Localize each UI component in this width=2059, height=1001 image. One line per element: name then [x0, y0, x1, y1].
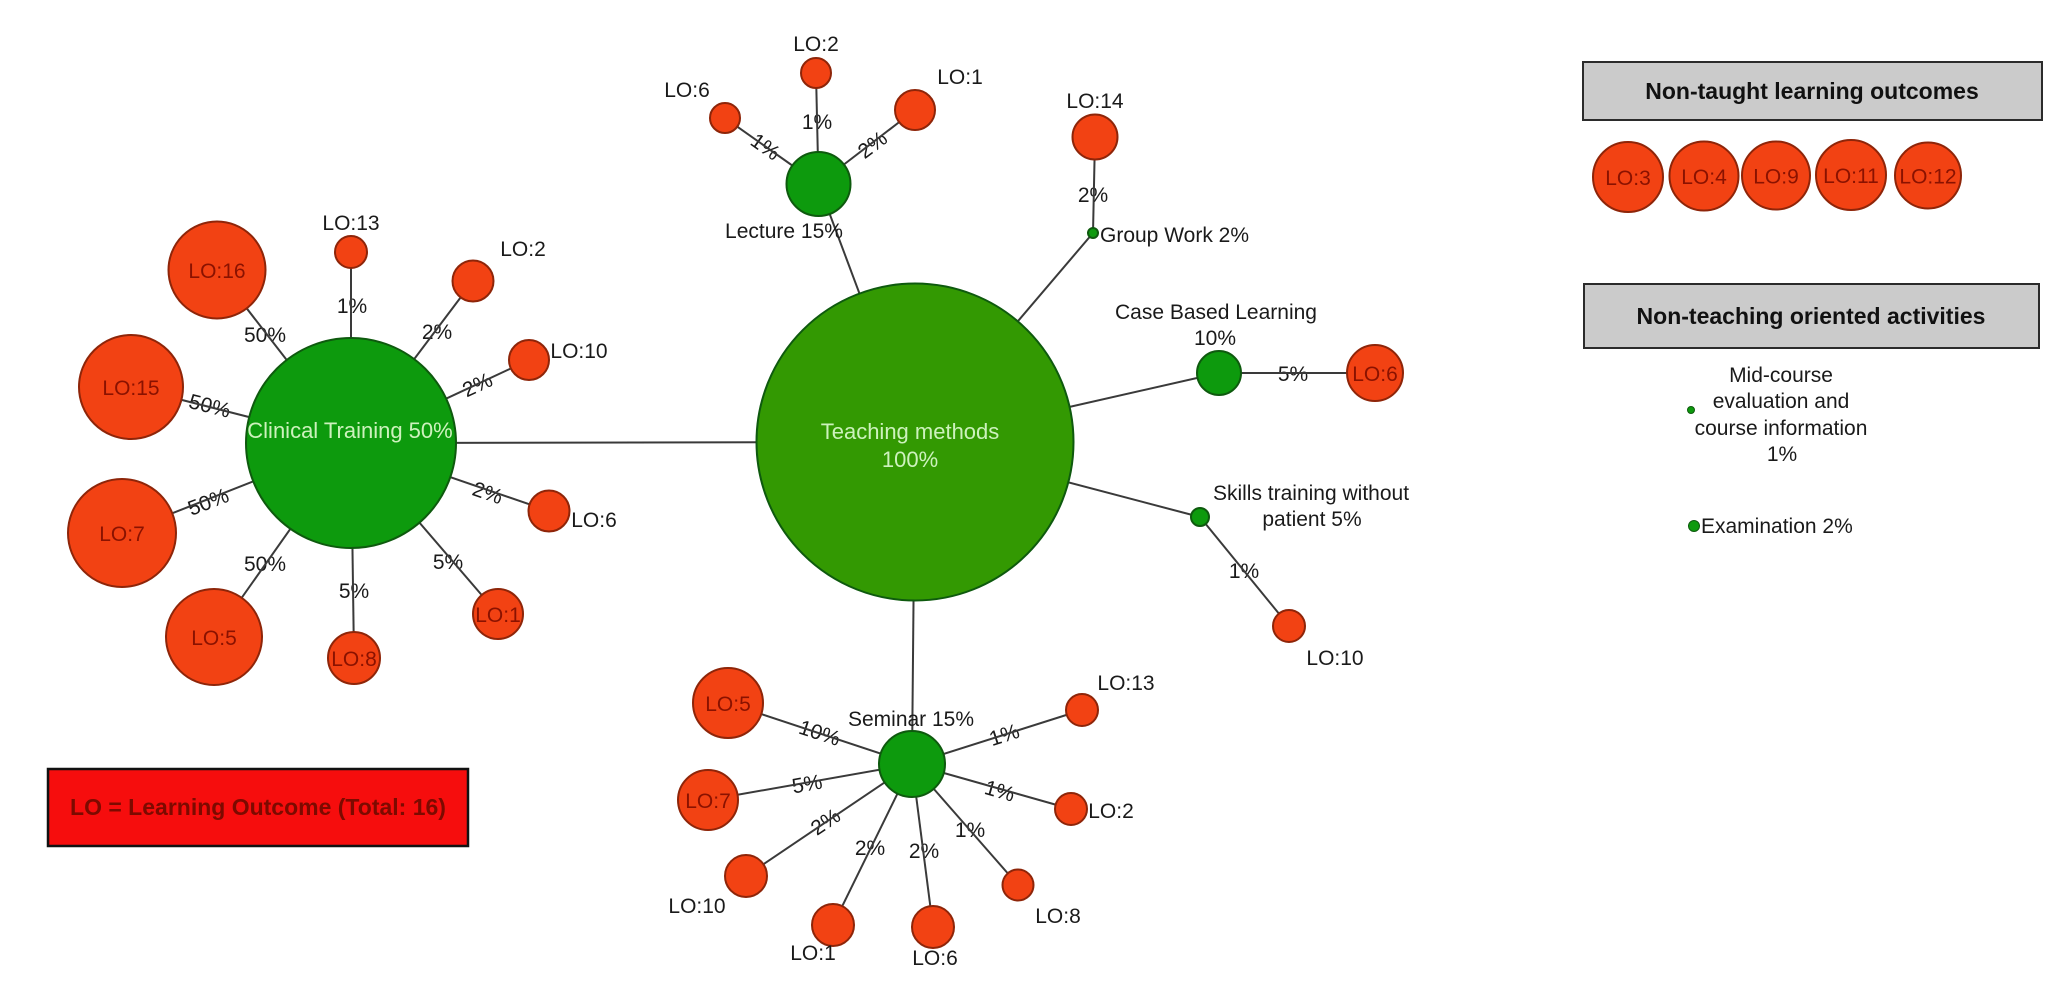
svg-text:Clinical Training 50%: Clinical Training 50% [247, 418, 452, 443]
svg-text:Teaching methods: Teaching methods [821, 419, 1000, 444]
svg-text:LO:14: LO:14 [1066, 90, 1124, 113]
svg-text:LO:15: LO:15 [102, 377, 159, 400]
svg-text:LO:5: LO:5 [191, 627, 237, 650]
svg-text:10%: 10% [1194, 327, 1236, 350]
svg-text:5%: 5% [1278, 363, 1308, 386]
svg-text:LO:10: LO:10 [1306, 647, 1363, 670]
svg-text:LO = Learning Outcome (Total:: LO = Learning Outcome (Total: 16) [70, 794, 446, 820]
svg-text:LO:13: LO:13 [322, 212, 379, 235]
svg-text:LO:7: LO:7 [99, 523, 145, 546]
svg-text:50%: 50% [244, 324, 286, 347]
svg-text:LO:7: LO:7 [685, 790, 731, 813]
svg-text:LO:6: LO:6 [1352, 363, 1398, 386]
svg-text:5%: 5% [433, 551, 463, 574]
svg-text:LO:8: LO:8 [1035, 905, 1081, 928]
svg-text:LO:2: LO:2 [1088, 800, 1134, 823]
svg-text:Lecture 15%: Lecture 15% [725, 220, 843, 243]
svg-text:100%: 100% [882, 447, 938, 472]
svg-text:Group Work 2%: Group Work 2% [1100, 224, 1249, 247]
svg-text:evaluation and: evaluation and [1713, 390, 1850, 413]
svg-text:LO:11: LO:11 [1823, 165, 1879, 188]
svg-text:LO:1: LO:1 [790, 942, 836, 965]
svg-text:LO:3: LO:3 [1605, 167, 1651, 190]
svg-text:LO:10: LO:10 [668, 895, 725, 918]
svg-text:Examination 2%: Examination 2% [1701, 515, 1853, 538]
svg-text:Seminar 15%: Seminar 15% [848, 708, 974, 731]
svg-text:LO:1: LO:1 [937, 66, 983, 89]
svg-text:LO:6: LO:6 [571, 509, 617, 532]
svg-text:Non-teaching oriented activiti: Non-teaching oriented activities [1637, 303, 1986, 329]
svg-text:LO:10: LO:10 [550, 340, 607, 363]
svg-text:LO:4: LO:4 [1681, 166, 1727, 189]
svg-text:LO:2: LO:2 [793, 33, 839, 56]
svg-text:LO:6: LO:6 [664, 79, 710, 102]
svg-text:LO:5: LO:5 [705, 693, 751, 716]
svg-text:LO:16: LO:16 [188, 260, 245, 283]
svg-text:Non-taught learning outcomes: Non-taught learning outcomes [1645, 78, 1979, 104]
svg-text:LO:1: LO:1 [475, 604, 521, 627]
svg-text:Case Based Learning: Case Based Learning [1115, 301, 1317, 324]
svg-text:patient 5%: patient 5% [1262, 508, 1361, 531]
svg-text:Mid-course: Mid-course [1729, 364, 1833, 387]
svg-text:LO:13: LO:13 [1097, 672, 1154, 695]
svg-text:course information: course information [1695, 417, 1868, 440]
svg-text:LO:6: LO:6 [912, 947, 958, 970]
svg-text:Skills training without: Skills training without [1213, 482, 1409, 505]
svg-text:LO:9: LO:9 [1753, 166, 1799, 189]
svg-text:LO:8: LO:8 [331, 648, 377, 671]
svg-text:LO:2: LO:2 [500, 238, 546, 261]
svg-text:1%: 1% [1767, 443, 1797, 466]
svg-text:2%: 2% [422, 321, 452, 344]
svg-text:LO:12: LO:12 [1899, 166, 1956, 189]
